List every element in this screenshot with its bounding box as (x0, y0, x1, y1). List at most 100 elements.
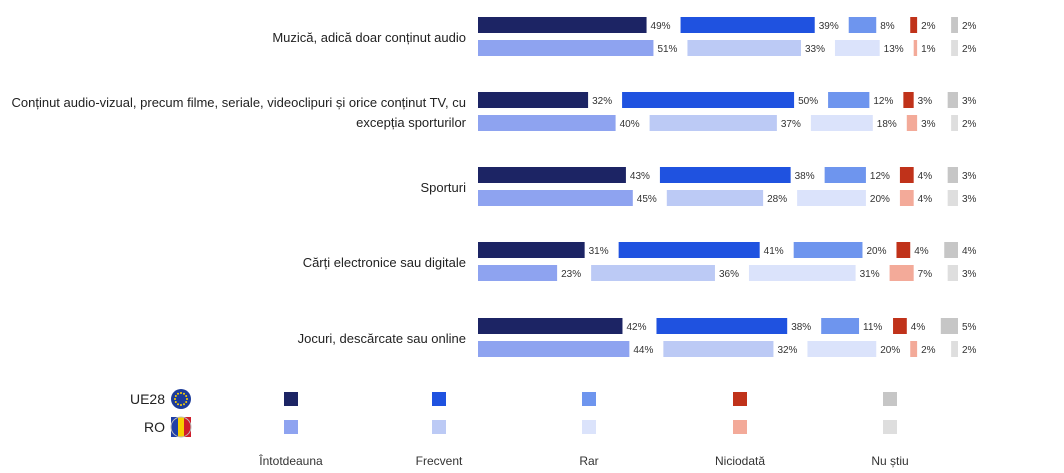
legend-swatch-ue28 (582, 392, 596, 406)
bar-ro-2 (663, 341, 774, 357)
legend-group-label: UE28 (130, 391, 165, 407)
bar-ro-2 (687, 40, 801, 56)
data-label: 5% (962, 322, 977, 333)
legend-swatch-ue28 (883, 392, 897, 406)
eu-flag-star (174, 401, 177, 403)
bar-ro-5 (951, 115, 958, 131)
data-label: 40% (620, 119, 640, 130)
data-label: 3% (962, 269, 977, 280)
eu-flag-star (180, 392, 182, 394)
data-label: 28% (767, 194, 787, 205)
data-label: 12% (873, 96, 893, 107)
data-label: 3% (962, 194, 977, 205)
data-label: 23% (561, 269, 581, 280)
eu-flag-star (177, 403, 179, 406)
bar-ro-5 (951, 40, 958, 56)
data-label: 3% (962, 96, 977, 107)
legend-series-label: Niciodată (715, 454, 765, 468)
data-label: 51% (657, 44, 677, 55)
category-label: Muzică, adică doar conținut audio (272, 30, 466, 45)
eu-flag-star (185, 395, 188, 397)
bar-ue28-3 (821, 318, 860, 334)
data-label: 32% (592, 96, 612, 107)
bar-ue28-3 (848, 17, 877, 33)
bar-ue28-4 (910, 17, 918, 33)
bar-ro-1 (478, 190, 633, 206)
data-label: 44% (633, 345, 653, 356)
bar-ue28-1 (478, 167, 626, 183)
bar-ue28-1 (478, 242, 585, 258)
data-label: 4% (911, 322, 926, 333)
legend-series-label: Rar (579, 454, 598, 468)
data-label: 3% (921, 119, 936, 130)
bar-ue28-5 (947, 92, 958, 108)
eu-flag-icon (171, 389, 191, 409)
data-label: 4% (918, 194, 933, 205)
data-label: 45% (637, 194, 657, 205)
bar-ue28-4 (903, 92, 914, 108)
bar-ro-4 (913, 40, 918, 56)
data-label: 7% (918, 269, 933, 280)
data-label: 43% (630, 171, 650, 182)
bar-ro-2 (591, 265, 715, 281)
bar-ue28-2 (656, 318, 788, 334)
data-label: 32% (777, 345, 797, 356)
bar-ue28-2 (622, 92, 795, 108)
legend-swatch-ro (733, 420, 747, 434)
legend-series-label: Întotdeauna (258, 453, 323, 468)
category-label: Jocuri, descărcate sau online (298, 331, 466, 346)
eu-flag-star (174, 398, 176, 400)
bar-ue28-2 (618, 242, 760, 258)
data-label: 4% (962, 246, 977, 257)
bar-ue28-5 (951, 17, 958, 33)
bar-ro-1 (478, 40, 654, 56)
bar-ue28-2 (659, 167, 791, 183)
data-label: 11% (863, 322, 882, 333)
bar-ro-1 (478, 341, 630, 357)
data-label: 41% (764, 246, 784, 257)
data-label: 4% (914, 246, 929, 257)
eu-flag-star (177, 392, 179, 395)
data-label: 2% (962, 21, 977, 32)
bar-ro-3 (834, 40, 880, 56)
category-label: Sporturi (420, 180, 466, 195)
legend-swatch-ro (432, 420, 446, 434)
bar-ue28-4 (899, 167, 914, 183)
category-label: Cărți electronice sau digitale (303, 255, 466, 270)
legend-swatch-ue28 (432, 392, 446, 406)
eu-flag-star (186, 398, 188, 400)
data-label: 33% (805, 44, 825, 55)
data-label: 2% (962, 44, 977, 55)
data-label: 20% (866, 246, 886, 257)
bar-ro-2 (649, 115, 777, 131)
bar-ro-3 (807, 341, 877, 357)
ro-flag-yellow (178, 417, 184, 437)
data-label: 3% (962, 171, 977, 182)
bar-ue28-2 (680, 17, 815, 33)
legend-series-label: Nu știu (871, 454, 908, 468)
bar-ue28-5 (947, 167, 958, 183)
data-label: 31% (589, 246, 609, 257)
data-label: 2% (921, 345, 936, 356)
data-label: 8% (880, 21, 895, 32)
data-label: 3% (918, 96, 933, 107)
bar-ue28-1 (478, 92, 589, 108)
data-label: 2% (962, 119, 977, 130)
data-label: 39% (819, 21, 839, 32)
ro-flag-blue (171, 417, 178, 437)
eu-flag-star (174, 395, 177, 397)
category-label: excepția sporturilor (356, 115, 466, 130)
bar-ro-3 (748, 265, 856, 281)
bar-ue28-1 (478, 318, 623, 334)
bar-ue28-4 (893, 318, 907, 334)
bar-ro-4 (910, 341, 918, 357)
data-label: 4% (918, 171, 933, 182)
data-label: 2% (921, 21, 936, 32)
data-label: 13% (884, 44, 904, 55)
ro-flag-red (184, 417, 191, 437)
bar-ro-1 (478, 115, 616, 131)
eu-flag-star (185, 401, 188, 403)
bar-ro-3 (810, 115, 873, 131)
eu-flag-star (183, 403, 185, 406)
